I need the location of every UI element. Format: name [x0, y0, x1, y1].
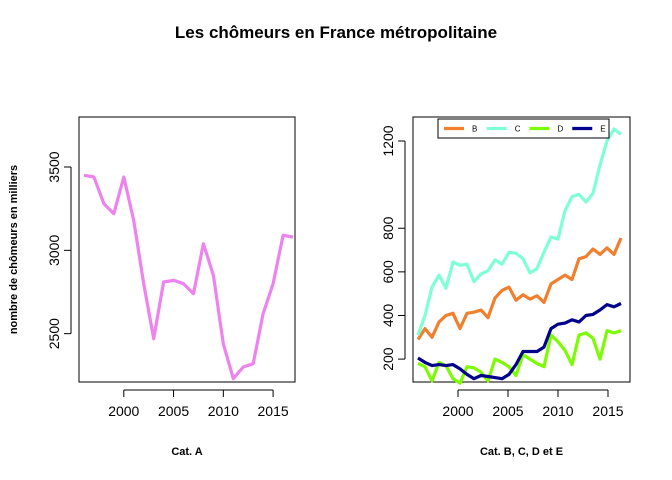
x-tick-label: 2015 — [592, 403, 623, 419]
x-tick-label: 2010 — [542, 403, 573, 419]
y-tick-label: 2500 — [46, 318, 62, 349]
x-axis-cat-a: 2000 2005 2010 2015 — [108, 389, 289, 419]
x-tick-label: 2000 — [108, 403, 139, 419]
plot-frame-cat-bcde — [412, 116, 631, 383]
panel-cat-bcde: 2000 2005 2010 2015 200 400 600 800 1200 B C D E C… — [380, 116, 631, 458]
x-axis-label-cat-bcde: Cat. B, C, D et E — [480, 446, 563, 458]
legend-label-C: C — [515, 125, 521, 134]
series-line-B — [416, 237, 623, 341]
series-line — [83, 173, 294, 381]
plot-frame-cat-a — [78, 116, 296, 383]
y-tick-label: 800 — [380, 216, 396, 240]
panel-cat-a: 2000 2005 2010 2015 2500 3000 3500 Cat. A nom… — [8, 116, 296, 458]
y-axis-cat-a: 2500 3000 3500 — [46, 151, 72, 349]
legend-label-E: E — [600, 125, 605, 134]
series-line-C — [416, 127, 622, 336]
y-tick-label: 400 — [380, 304, 396, 328]
x-tick-label: 2015 — [258, 403, 289, 419]
legend: B C D E — [437, 118, 610, 139]
y-axis-cat-bcde: 200 400 600 800 1200 — [380, 125, 406, 371]
main-title: Les chômeurs en France métropolitaine — [175, 23, 497, 42]
legend-box — [437, 118, 610, 139]
series-line-E — [417, 302, 622, 381]
series-lines-cat-bcde — [416, 127, 623, 385]
y-tick-label: 600 — [380, 260, 396, 284]
y-tick-label: 1200 — [380, 125, 396, 156]
series-lines-cat-a — [83, 173, 294, 381]
x-axis-cat-bcde: 2000 2005 2010 2015 — [442, 389, 624, 419]
y-axis-label-cat-a: nombre de chômeurs en milliers — [8, 165, 20, 334]
x-tick-label: 2000 — [442, 403, 473, 419]
x-axis-label-cat-a: Cat. A — [171, 446, 202, 458]
y-tick-label: 200 — [380, 347, 396, 371]
x-tick-label: 2010 — [208, 403, 239, 419]
x-tick-label: 2005 — [492, 403, 523, 419]
series-line-D — [417, 329, 622, 385]
x-tick-label: 2005 — [158, 403, 189, 419]
y-tick-label: 3500 — [46, 151, 62, 182]
y-tick-label: 3000 — [46, 235, 62, 266]
legend-label-B: B — [472, 125, 477, 134]
legend-label-D: D — [558, 125, 564, 134]
